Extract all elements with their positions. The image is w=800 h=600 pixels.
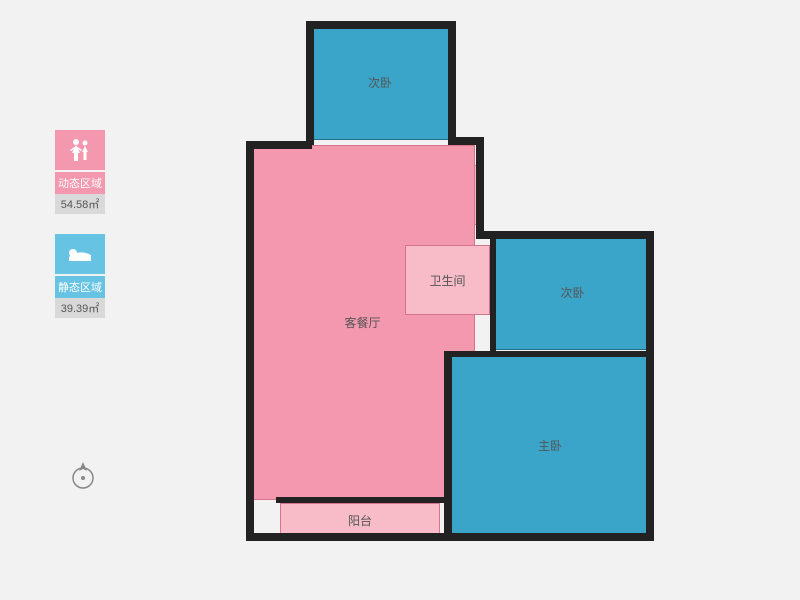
wall-6 — [246, 533, 446, 541]
wall-9 — [476, 231, 654, 239]
wall-13 — [444, 351, 654, 357]
room-master: 主卧 — [450, 355, 650, 535]
room-label-bedroom2_top: 次卧 — [368, 74, 392, 91]
sleep-icon — [55, 234, 105, 274]
wall-12 — [444, 351, 452, 537]
legend-passive-value: 39.39㎡ — [55, 298, 105, 318]
room-bedroom2_top: 次卧 — [310, 25, 450, 140]
wall-4 — [246, 141, 312, 149]
wall-2 — [448, 21, 456, 143]
wall-15 — [276, 497, 446, 503]
wall-10 — [646, 231, 654, 539]
wall-5 — [246, 141, 254, 539]
room-label-master: 主卧 — [538, 437, 562, 454]
wall-11 — [444, 533, 654, 541]
room-label-bath1: 卫生间 — [429, 272, 465, 289]
room-bedroom2_r: 次卧 — [495, 235, 650, 350]
wall-1 — [306, 21, 314, 143]
room-label-bedroom2_r: 次卧 — [560, 284, 584, 301]
wall-8 — [476, 137, 484, 237]
room-living: 客餐厅 — [250, 145, 475, 500]
legend-active-value: 54.58㎡ — [55, 194, 105, 214]
wall-14 — [490, 231, 496, 351]
legend: 动态区域 54.58㎡ 静态区域 39.39㎡ — [55, 130, 125, 338]
compass-icon — [68, 460, 98, 495]
floorplan: 次卧厨房客餐厅卫生间次卧卫生间主卧阳台 — [250, 25, 670, 565]
people-icon — [55, 130, 105, 170]
room-bath1: 卫生间 — [405, 245, 490, 315]
legend-passive-label: 静态区域 — [55, 276, 105, 298]
legend-active-group: 动态区域 54.58㎡ — [55, 130, 125, 214]
room-label-balcony: 阳台 — [348, 512, 372, 529]
wall-0 — [306, 21, 456, 29]
legend-active-label: 动态区域 — [55, 172, 105, 194]
room-label-living: 客餐厅 — [344, 314, 380, 331]
legend-passive-group: 静态区域 39.39㎡ — [55, 234, 125, 318]
